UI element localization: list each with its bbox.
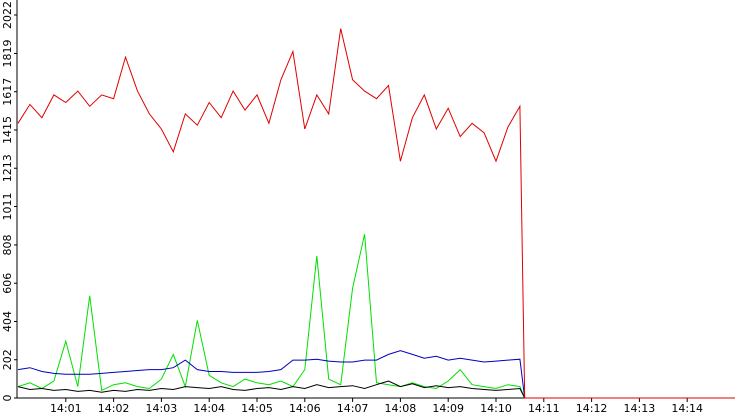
x-tick-label: 14:08: [385, 402, 417, 415]
y-tick-label: 1617: [1, 78, 14, 106]
y-tick-label: 1819: [1, 39, 14, 67]
y-tick-label: 2022: [1, 1, 14, 29]
y-tick-label: 1415: [1, 116, 14, 144]
x-tick-label: 14:13: [624, 402, 656, 415]
x-tick-label: 14:14: [671, 402, 703, 415]
y-tick-label: 404: [1, 311, 14, 332]
x-tick-label: 14:09: [432, 402, 464, 415]
x-tick-label: 14:10: [480, 402, 512, 415]
y-tick-label: 1213: [1, 154, 14, 182]
x-tick-label: 14:11: [528, 402, 560, 415]
x-tick-label: 14:12: [576, 402, 608, 415]
y-tick-label: 1011: [1, 193, 14, 221]
y-tick-label: 0: [1, 395, 14, 402]
x-tick-label: 14:02: [98, 402, 130, 415]
x-tick-label: 14:03: [146, 402, 178, 415]
x-tick-label: 14:05: [241, 402, 273, 415]
x-tick-label: 14:01: [50, 402, 82, 415]
x-tick-label: 14:06: [289, 402, 321, 415]
y-tick-label: 202: [1, 349, 14, 370]
x-tick-label: 14:04: [193, 402, 225, 415]
series-line: [17, 28, 735, 399]
series-line: [17, 380, 735, 399]
x-tick-label: 14:07: [337, 402, 369, 415]
y-tick-label: 606: [1, 273, 14, 294]
y-tick-label: 808: [1, 234, 14, 255]
series-line: [17, 350, 735, 399]
series-line: [17, 234, 735, 399]
